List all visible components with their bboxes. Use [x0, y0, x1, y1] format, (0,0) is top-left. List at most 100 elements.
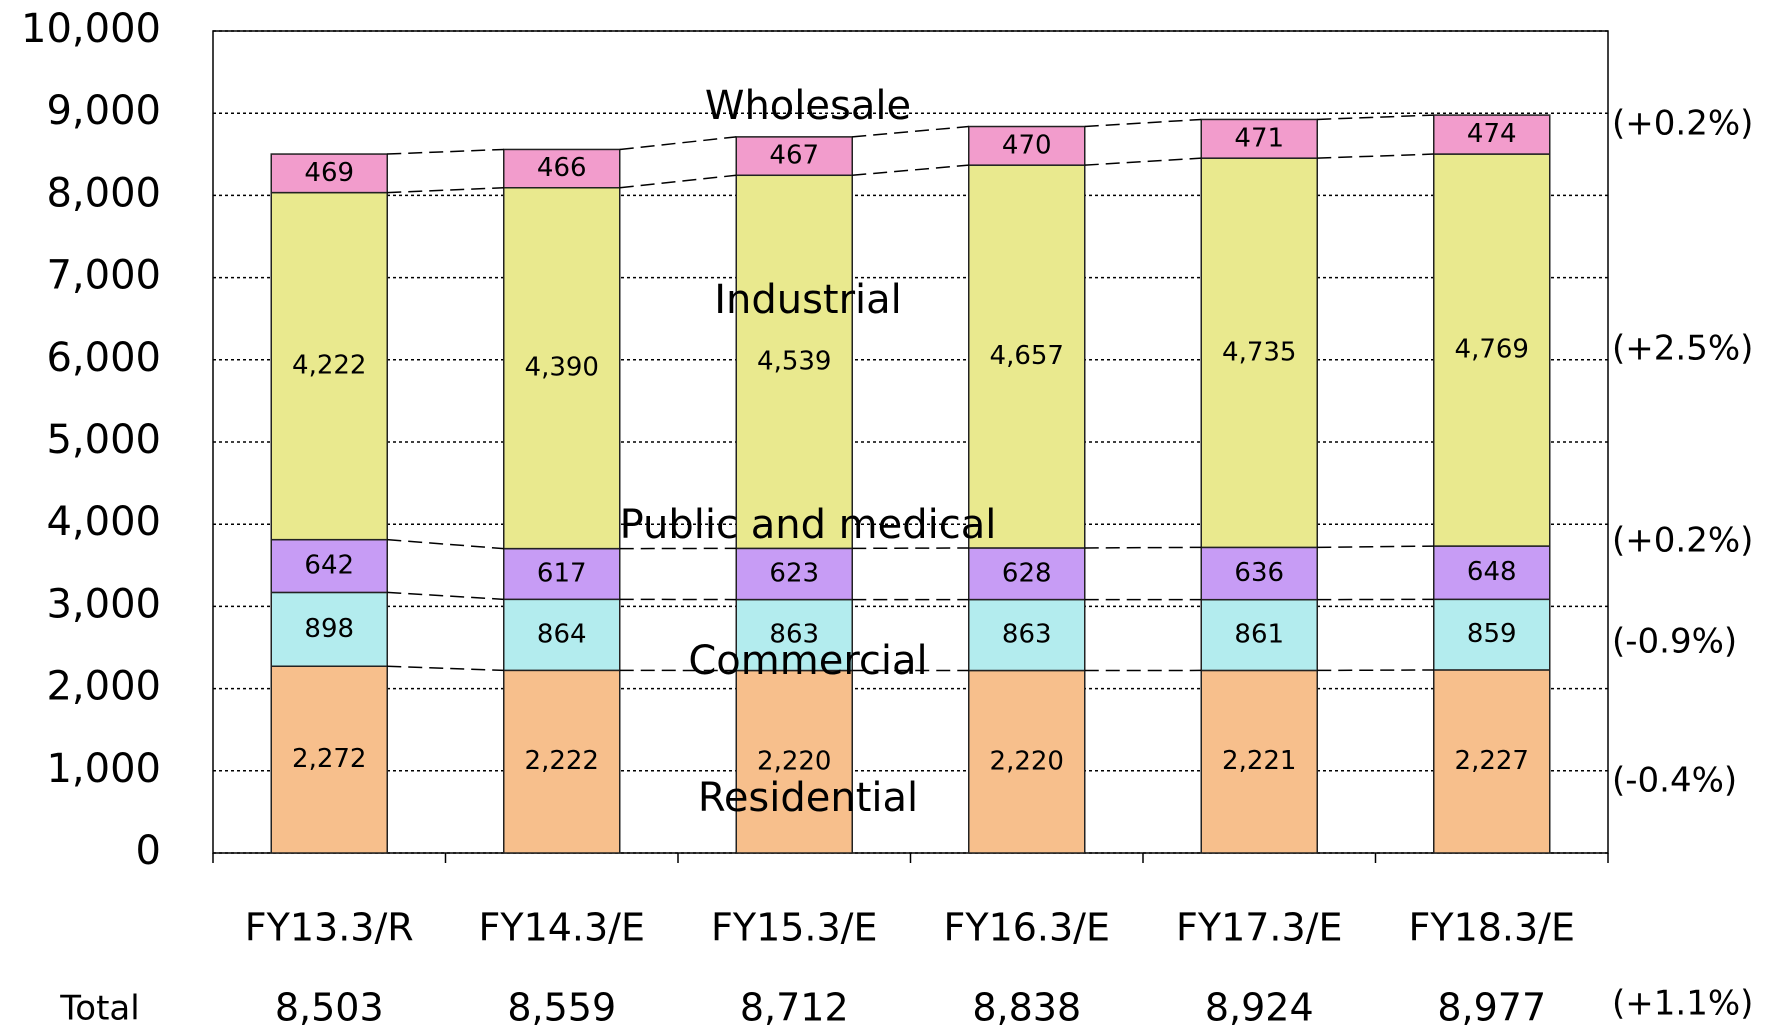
total-value: 8,503 [275, 986, 384, 1030]
bar-segment [735, 136, 853, 177]
growth-label: (-0.4%) [1612, 761, 1737, 801]
value-label: 859 [1467, 619, 1517, 649]
connector [387, 665, 504, 672]
value-label: 636 [1234, 558, 1284, 588]
total-label: Total [59, 989, 139, 1029]
value-label: 4,735 [1222, 337, 1296, 367]
connector [619, 136, 737, 151]
total-growth: (+1.1%) [1612, 984, 1753, 1024]
bar-segment [968, 164, 1086, 549]
value-label: 623 [769, 558, 819, 588]
bar-segment [968, 598, 1086, 672]
connector [387, 538, 504, 550]
bar-segment [503, 547, 621, 601]
value-label: 863 [769, 620, 819, 650]
growth-label: (+0.2%) [1612, 104, 1753, 144]
bar-segment [1433, 114, 1551, 155]
y-tick-label: 2,000 [46, 664, 161, 710]
y-tick-label: 5,000 [46, 417, 161, 463]
x-tick-label: FY17.3/E [1176, 906, 1343, 950]
bar-segment [1200, 118, 1318, 159]
value-label: 4,390 [525, 353, 599, 383]
bar-segment [1433, 669, 1551, 854]
value-label: 469 [304, 158, 354, 188]
connector [1317, 114, 1434, 121]
connector [852, 125, 969, 138]
bar-segment [1200, 546, 1318, 601]
x-tick-label: FY16.3/E [944, 906, 1111, 950]
series-label: Industrial [714, 277, 902, 323]
y-tick-label: 9,000 [46, 88, 161, 134]
y-tick-label: 0 [136, 828, 161, 874]
total-value: 8,712 [740, 986, 849, 1030]
connector [387, 148, 504, 155]
growth-label: (+0.2%) [1612, 521, 1753, 561]
value-label: 2,221 [1222, 746, 1296, 776]
value-label: 861 [1234, 620, 1284, 650]
x-tick-label: FY18.3/E [1409, 906, 1576, 950]
connector [619, 174, 737, 189]
value-label: 648 [1467, 557, 1517, 587]
value-label: 628 [1002, 558, 1052, 588]
total-value: 8,559 [507, 986, 616, 1030]
connector [1084, 118, 1202, 128]
series-label: Wholesale [705, 83, 911, 129]
total-value: 8,838 [972, 986, 1081, 1030]
bar-segment [1200, 157, 1318, 549]
value-label: 2,220 [757, 746, 831, 776]
bar-segment [1200, 669, 1318, 854]
connector [387, 591, 504, 601]
value-label: 642 [304, 551, 354, 581]
bar-segment [503, 669, 621, 854]
value-label: 474 [1467, 119, 1517, 149]
total-value: 8,977 [1437, 986, 1546, 1030]
bar-segment [735, 547, 853, 601]
x-tick-label: FY13.3/R [245, 906, 414, 950]
growth-label: (+2.5%) [1612, 329, 1753, 369]
value-label: 2,272 [292, 744, 366, 774]
value-label: 471 [1234, 123, 1284, 153]
value-label: 864 [537, 619, 587, 649]
bar-segment [735, 174, 853, 550]
value-label: 467 [769, 141, 819, 171]
connector [1317, 153, 1434, 159]
bar-segment [270, 591, 388, 667]
bar-segment [270, 665, 388, 854]
connector [852, 164, 969, 177]
series-label: Residential [698, 775, 918, 821]
series-label: Public and medical [620, 502, 997, 548]
bar-segment [503, 187, 621, 550]
y-tick-label: 8,000 [46, 170, 161, 216]
bar-segment [503, 598, 621, 672]
y-tick-label: 7,000 [46, 253, 161, 299]
bar-segment [503, 148, 621, 189]
bar-segment [968, 547, 1086, 601]
value-label: 4,222 [292, 351, 366, 381]
y-tick-label: 10,000 [21, 6, 161, 52]
series-label: Commercial [688, 638, 927, 684]
y-tick-label: 6,000 [46, 335, 161, 381]
value-label: 466 [537, 153, 587, 183]
connector [1317, 545, 1434, 549]
growth-label: (-0.9%) [1612, 622, 1737, 662]
bar-segment [1433, 153, 1551, 547]
value-label: 863 [1002, 620, 1052, 650]
value-label: 4,657 [990, 341, 1064, 371]
connector [1084, 546, 1202, 549]
bar-segment [270, 153, 388, 194]
bar-segment [1200, 598, 1318, 672]
value-label: 470 [1002, 130, 1052, 160]
y-tick-label: 1,000 [46, 746, 161, 792]
value-label: 898 [304, 614, 354, 644]
value-label: 4,769 [1455, 335, 1529, 365]
bar-segment [270, 538, 388, 594]
y-tick-label: 3,000 [46, 581, 161, 627]
x-tick-label: FY14.3/E [479, 906, 646, 950]
bar-segment [968, 125, 1086, 166]
value-label: 617 [537, 558, 587, 588]
value-label: 2,222 [525, 746, 599, 776]
total-value: 8,924 [1205, 986, 1314, 1030]
value-label: 4,539 [757, 346, 831, 376]
bar-segment [1433, 598, 1551, 671]
